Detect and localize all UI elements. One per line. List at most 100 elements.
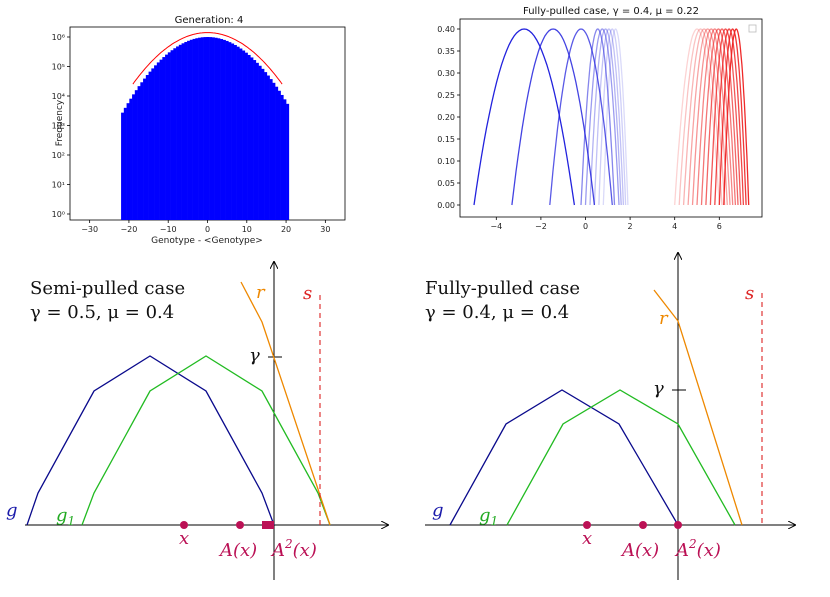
profiles-xtick-label: 2 [628,222,633,231]
histogram-bar [129,98,133,220]
histogram-bar [239,48,243,220]
semi-label-x: x [179,528,189,549]
semi-point-A2x [262,521,274,529]
profile-curve [589,28,622,206]
semi-curve-g1 [81,355,331,526]
semi-label-A2x: A2(x) [270,537,317,561]
profile-curve [723,28,750,206]
histogram-ytick-label: 10¹ [52,181,65,190]
profile-curve [598,28,627,206]
histogram-bar [176,46,180,221]
fully-caption-params: γ = 0.4, μ = 0.4 [425,302,569,323]
histogram-ylabel: Frequency [55,99,65,146]
histogram-bar [231,43,235,221]
histogram-bar [123,107,127,220]
histogram-bar [236,46,240,220]
histogram-xtick-label: −10 [160,225,177,234]
profiles-legend-box [748,24,757,33]
semi-label-s: s [303,283,312,304]
histogram-y-ticks: 10⁰ 10¹ 10² 10³ 10⁴ 10⁵ 10⁶ [52,33,70,219]
profiles-xtick-label: 6 [717,222,722,231]
histogram-bar [258,65,262,220]
histogram-bar [181,43,185,220]
histogram-bar [266,75,270,220]
histogram-bars [121,37,290,221]
profile-curve [700,28,737,206]
fully-label-g: g [432,500,444,521]
fully-label-gamma: γ [653,378,664,399]
semi-point-Ax [236,521,244,529]
profiles-ytick-label: 0.30 [437,69,455,78]
fully-label-Ax: A(x) [620,540,659,561]
histogram-bar [143,78,147,220]
histogram-ytick-label: 10⁰ [52,210,65,219]
semi-label-g1: g1 [56,505,75,528]
fully-curve-g [449,389,679,526]
histogram-bar [140,82,144,220]
histogram-bar [247,54,251,221]
profiles-ytick-label: 0.20 [437,113,455,122]
histogram-bar [244,52,248,220]
histogram-xtick-label: 0 [205,225,210,234]
histogram-bar [225,40,229,221]
histogram-bar [184,41,188,220]
histogram-xtick-label: 30 [320,225,330,234]
histogram-bar [134,90,138,220]
profiles-title: Fully-pulled case, γ = 0.4, μ = 0.22 [523,6,699,17]
histogram-bar [233,45,237,220]
histogram-xlabel: Genotype - <Genotype> [151,236,263,246]
histogram-bar [195,38,199,220]
histogram-bar [217,38,221,221]
fully-label-s: s [745,283,754,304]
histogram-bar [170,50,174,220]
histogram-bar [280,94,284,220]
semi-label-g: g [6,500,18,521]
histogram-ytick-label: 10² [52,151,65,160]
profiles-xtick-label: 0 [583,222,588,231]
profiles-panel: Fully-pulled case, γ = 0.4, μ = 0.22 −4−… [437,6,763,231]
histogram-bar [203,37,207,220]
semi-point-x [180,521,188,529]
profile-curve [549,28,613,206]
semi-caption-title: Semi-pulled case [30,278,185,299]
histogram-bar [192,38,196,220]
fully-label-g1: g1 [479,505,498,528]
histogram-bar [211,37,215,221]
histogram-bar [242,50,246,221]
histogram-bar [165,54,169,221]
profile-curve [714,28,745,206]
profile-curve [682,28,726,206]
histogram-bar [132,94,136,220]
semi-curve-g [26,355,275,526]
profiles-xtick-label: 4 [672,222,677,231]
histogram-bar [189,39,193,220]
histogram-bar [222,39,226,220]
profile-curve [709,28,742,206]
profile-curve [584,28,620,206]
fully-caption-title: Fully-pulled case [425,278,580,299]
histogram-bar [253,60,257,220]
histogram-ytick-label: 10³ [52,122,65,131]
profiles-ytick-label: 0.10 [437,157,455,166]
profiles-y-ticks: 0.00 0.05 0.10 0.15 0.20 0.25 0.30 0.35 0.40 [437,25,460,210]
profile-curve [705,28,739,206]
profiles-curves [473,28,750,206]
fully-pulled-diagram: Fully-pulled case γ = 0.4, μ = 0.4 g g1 … [425,253,795,580]
histogram-bar [283,99,287,220]
profile-curve [473,28,576,206]
profiles-xtick-label: −4 [490,222,502,231]
histogram-bar [209,37,213,221]
semi-caption-params: γ = 0.5, μ = 0.4 [30,302,174,323]
histogram-bar [137,86,141,221]
fully-point-Ax [639,521,647,529]
profiles-ytick-label: 0.00 [437,201,455,210]
profile-curve [602,28,629,206]
profiles-x-ticks: −4 −2 0 2 4 6 [490,217,722,231]
histogram-xtick-label: 10 [242,225,252,234]
profiles-ytick-label: 0.15 [437,135,455,144]
histogram-xtick-label: −30 [81,225,98,234]
profile-curve [580,28,616,206]
semi-label-Ax: A(x) [218,540,257,561]
semi-curve-r [240,281,331,526]
histogram-bar [214,37,218,220]
